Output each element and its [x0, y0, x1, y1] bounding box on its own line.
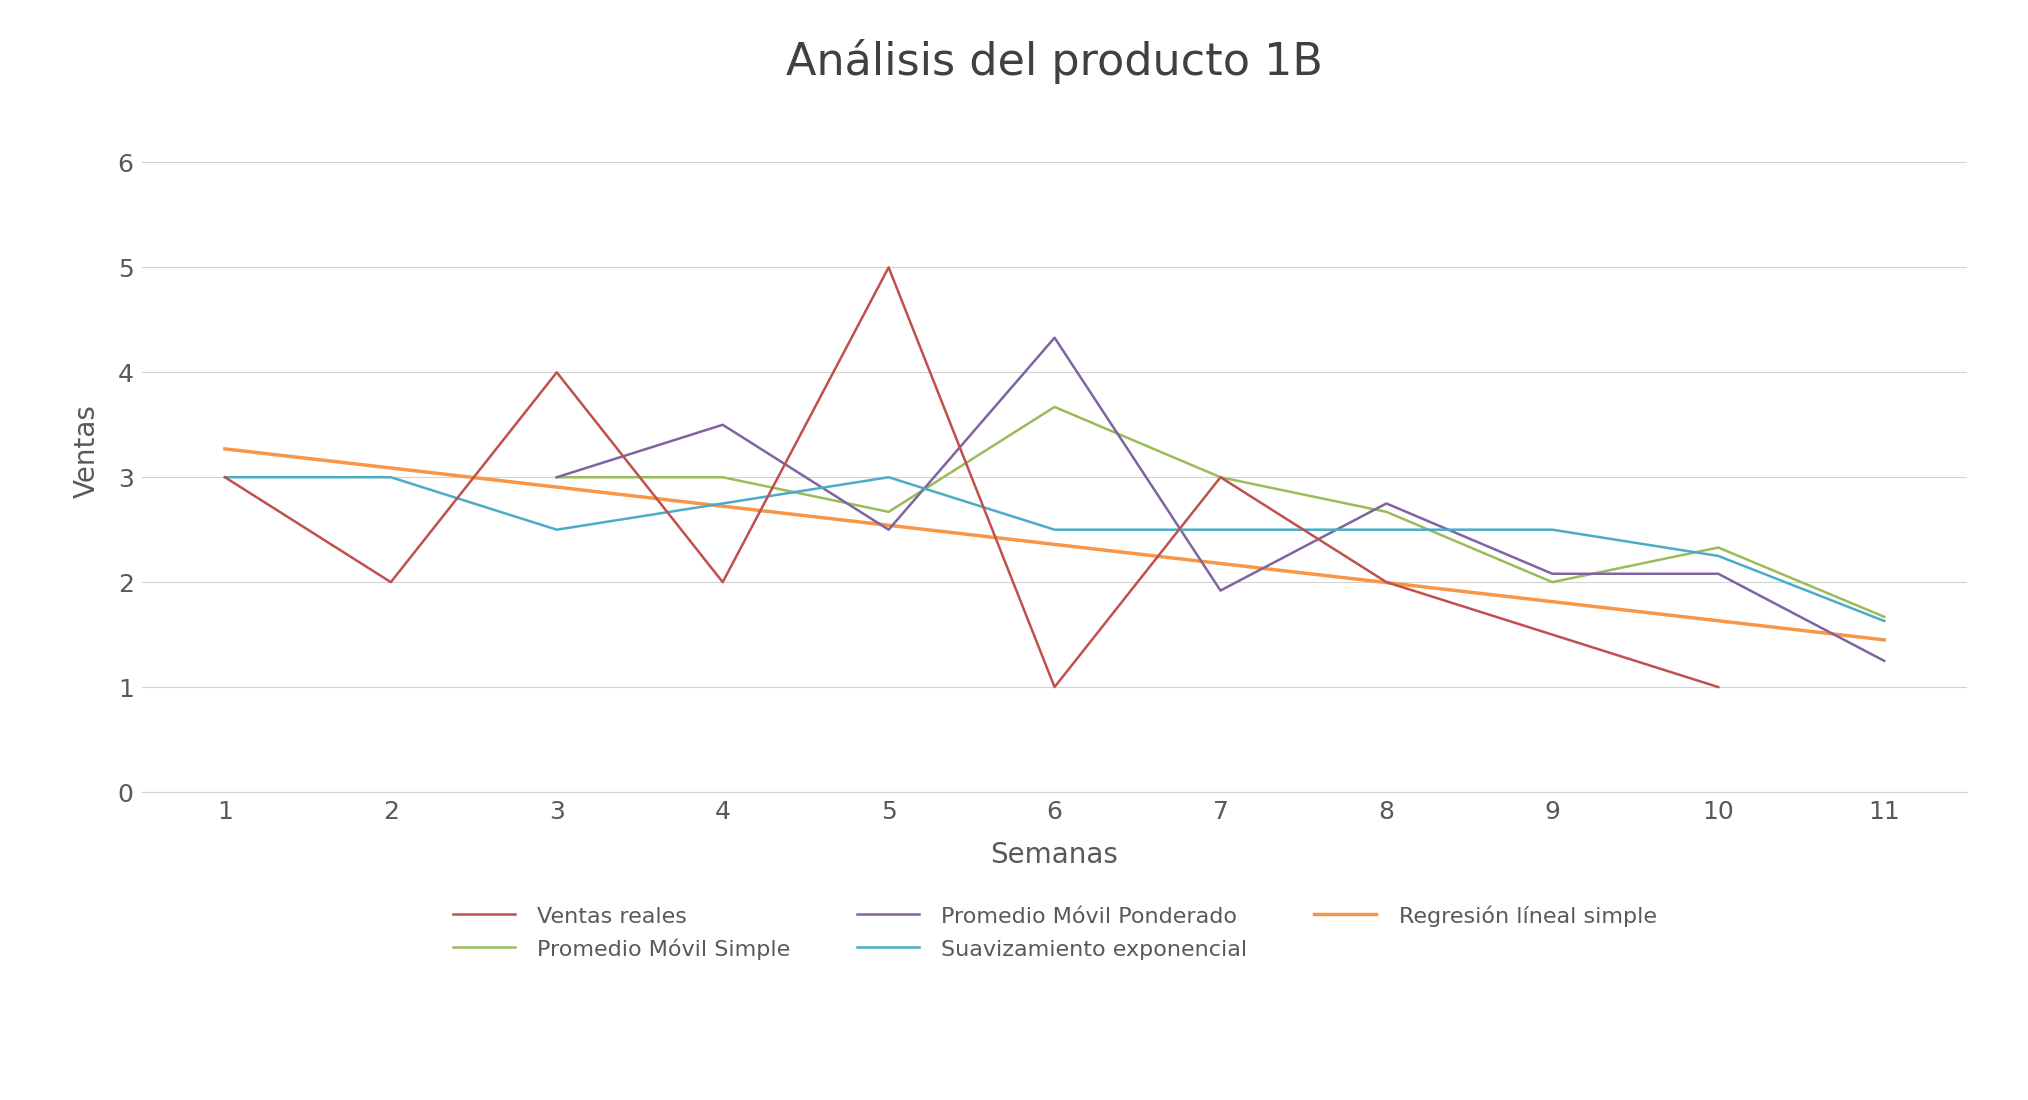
Ventas reales	[379, 575, 404, 589]
Promedio Móvil Ponderado	[1872, 654, 1896, 668]
Promedio Móvil Ponderado	[1042, 331, 1067, 344]
Suavizamiento exponencial	[710, 497, 734, 510]
Promedio Móvil Simple	[546, 471, 570, 484]
Suavizamiento exponencial	[1539, 524, 1564, 537]
Promedio Móvil Ponderado	[710, 418, 734, 431]
Suavizamiento exponencial	[1209, 524, 1233, 537]
Suavizamiento exponencial	[1042, 524, 1067, 537]
Promedio Móvil Ponderado	[546, 471, 570, 484]
Ventas reales	[546, 365, 570, 378]
Suavizamiento exponencial	[1706, 549, 1730, 562]
Promedio Móvil Simple	[1375, 505, 1399, 518]
Line: Promedio Móvil Simple: Promedio Móvil Simple	[558, 407, 1884, 617]
Promedio Móvil Ponderado	[1375, 497, 1399, 510]
Promedio Móvil Simple	[876, 505, 900, 518]
Suavizamiento exponencial	[546, 524, 570, 537]
Promedio Móvil Ponderado	[1539, 568, 1564, 581]
Suavizamiento exponencial	[876, 471, 900, 484]
Promedio Móvil Simple	[710, 471, 734, 484]
X-axis label: Semanas: Semanas	[990, 842, 1119, 869]
Suavizamiento exponencial	[213, 471, 237, 484]
Promedio Móvil Ponderado	[1706, 568, 1730, 581]
Promedio Móvil Ponderado	[876, 524, 900, 537]
Ventas reales	[1042, 681, 1067, 694]
Suavizamiento exponencial	[379, 471, 404, 484]
Promedio Móvil Simple	[1042, 400, 1067, 414]
Ventas reales	[1375, 575, 1399, 589]
Suavizamiento exponencial	[1375, 524, 1399, 537]
Line: Ventas reales: Ventas reales	[225, 267, 1718, 688]
Ventas reales	[1209, 471, 1233, 484]
Ventas reales	[213, 471, 237, 484]
Promedio Móvil Simple	[1209, 471, 1233, 484]
Promedio Móvil Simple	[1872, 610, 1896, 624]
Promedio Móvil Ponderado	[1209, 584, 1233, 597]
Ventas reales	[876, 261, 900, 274]
Line: Promedio Móvil Ponderado: Promedio Móvil Ponderado	[558, 338, 1884, 661]
Promedio Móvil Simple	[1539, 575, 1564, 589]
Suavizamiento exponencial	[1872, 615, 1896, 628]
Promedio Móvil Simple	[1706, 541, 1730, 554]
Title: Análisis del producto 1B: Análisis del producto 1B	[787, 40, 1322, 85]
Ventas reales	[710, 575, 734, 589]
Y-axis label: Ventas: Ventas	[73, 404, 101, 498]
Legend: Ventas reales, Promedio Móvil Simple, Promedio Móvil Ponderado, Suavizamiento ex: Ventas reales, Promedio Móvil Simple, Pr…	[452, 905, 1657, 959]
Ventas reales	[1706, 681, 1730, 694]
Line: Suavizamiento exponencial: Suavizamiento exponencial	[225, 477, 1884, 621]
